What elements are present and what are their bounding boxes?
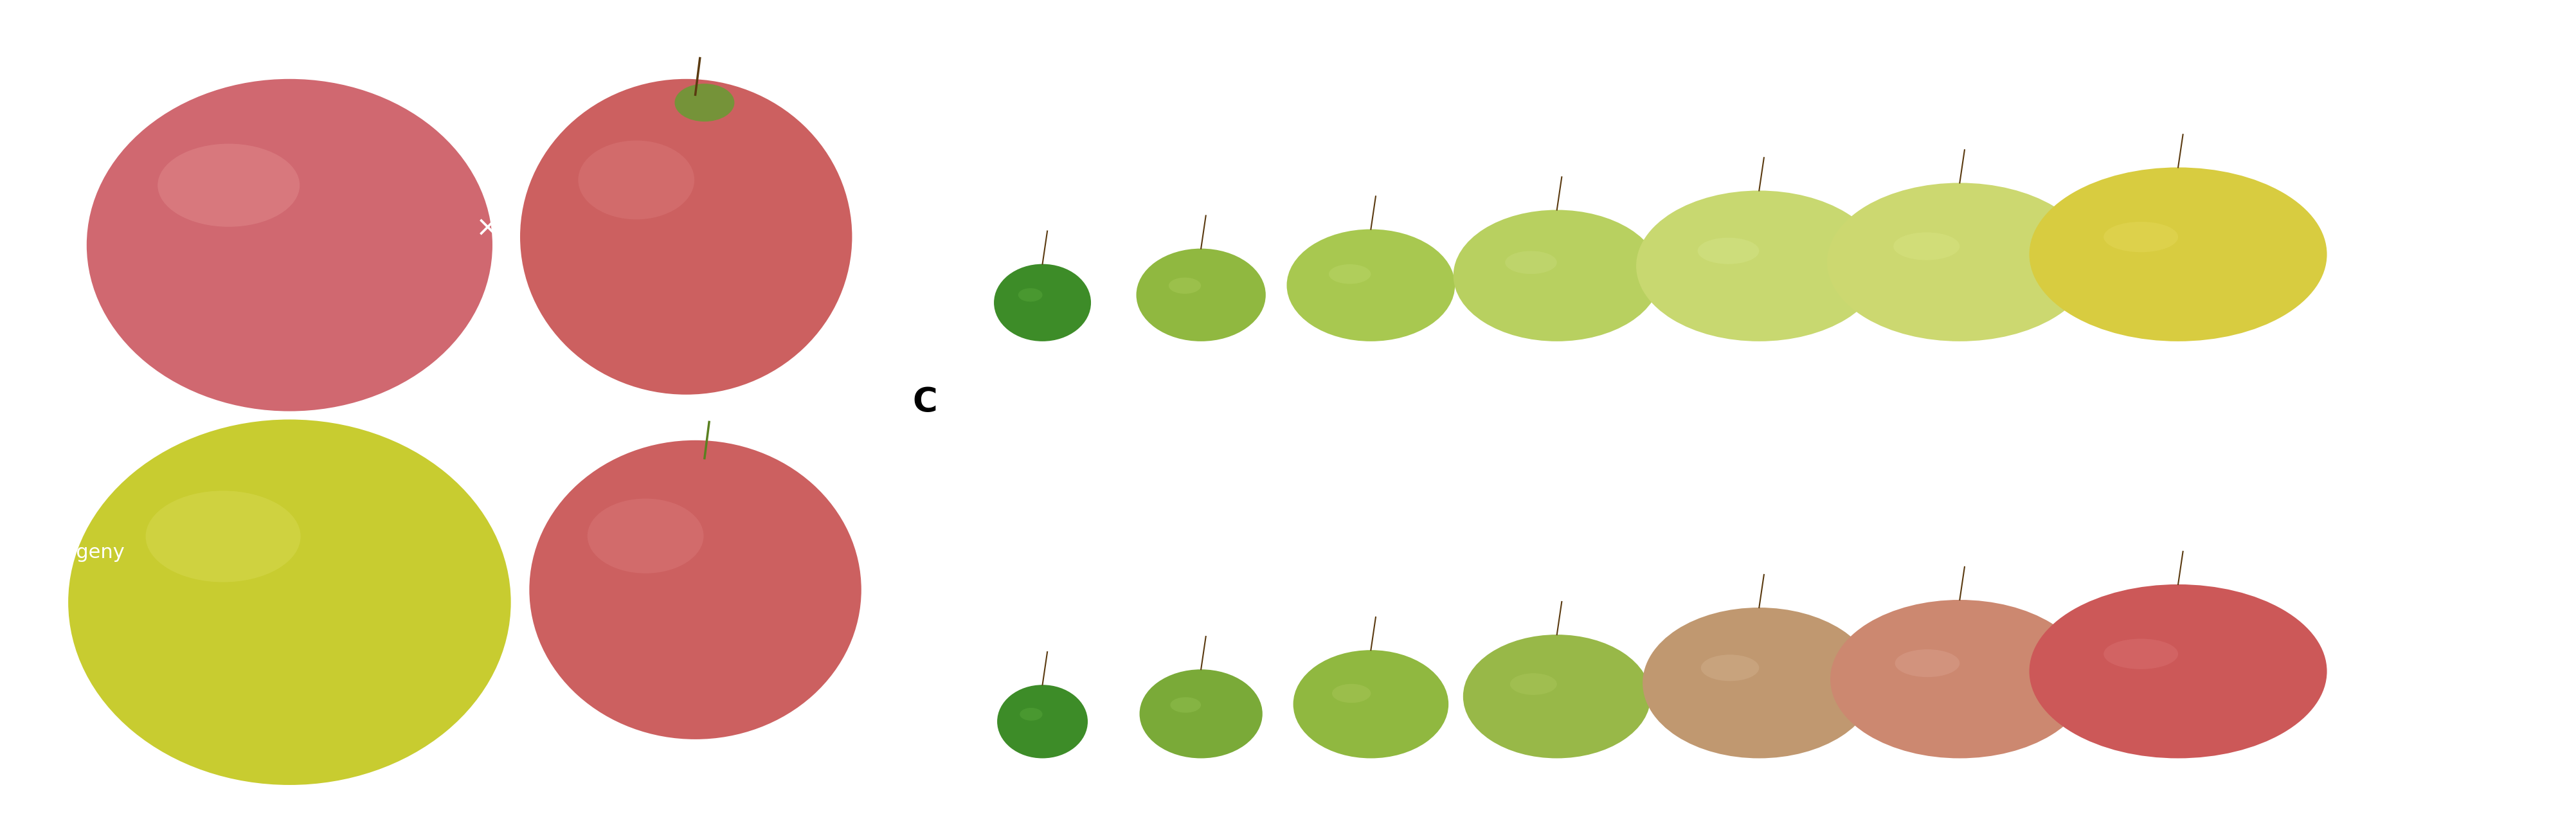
Text: 100DAFB: 100DAFB	[1337, 799, 1404, 812]
Ellipse shape	[1698, 237, 1759, 264]
Text: 180DAFB: 180DAFB	[2146, 799, 2210, 812]
Text: C: C	[912, 386, 938, 420]
Ellipse shape	[1293, 650, 1448, 758]
Ellipse shape	[1643, 607, 1875, 758]
Text: 80DAFB: 80DAFB	[1172, 382, 1229, 395]
Ellipse shape	[1832, 600, 2089, 758]
Ellipse shape	[587, 498, 703, 573]
Ellipse shape	[1893, 232, 1960, 260]
Text: 120DAFB: 120DAFB	[1525, 799, 1589, 812]
Ellipse shape	[1896, 649, 1960, 677]
Ellipse shape	[147, 491, 301, 582]
Text: 100DAFB: 100DAFB	[1337, 382, 1404, 395]
Ellipse shape	[1700, 654, 1759, 681]
Text: 140DAFB: 140DAFB	[1726, 382, 1793, 395]
Ellipse shape	[1139, 670, 1262, 758]
Text: 160DAFB: 160DAFB	[1927, 382, 1994, 395]
Text: 60DAFB: 60DAFB	[1015, 799, 1072, 812]
Text: 160DAFB: 160DAFB	[1927, 799, 1994, 812]
Ellipse shape	[2105, 221, 2179, 253]
Ellipse shape	[1636, 190, 1883, 341]
Ellipse shape	[1329, 264, 1370, 284]
Ellipse shape	[1288, 229, 1455, 341]
Ellipse shape	[997, 685, 1087, 758]
Ellipse shape	[1018, 288, 1043, 302]
Text: ×: ×	[477, 215, 500, 242]
Text: 120DAFB: 120DAFB	[1525, 382, 1589, 395]
Ellipse shape	[1463, 634, 1651, 758]
Ellipse shape	[157, 143, 299, 227]
Text: Progeny: Progeny	[46, 543, 124, 562]
Ellipse shape	[1020, 708, 1043, 721]
Ellipse shape	[994, 264, 1092, 341]
Text: 60DAFB: 60DAFB	[1015, 382, 1072, 395]
Ellipse shape	[2105, 638, 2179, 670]
Text: 7cm: 7cm	[2414, 378, 2445, 391]
Ellipse shape	[1136, 248, 1265, 341]
Ellipse shape	[528, 440, 860, 739]
Ellipse shape	[67, 420, 510, 785]
Ellipse shape	[1332, 684, 1370, 703]
Text: 140DAFB: 140DAFB	[1726, 799, 1793, 812]
Text: B: B	[912, 0, 938, 3]
Ellipse shape	[2030, 168, 2326, 341]
Text: 'RX': 'RX'	[270, 784, 309, 803]
Ellipse shape	[1170, 697, 1200, 713]
Ellipse shape	[1826, 183, 2092, 341]
Text: 80DAFB: 80DAFB	[1172, 799, 1229, 812]
Text: 7cm: 7cm	[2414, 795, 2445, 808]
Ellipse shape	[520, 79, 853, 394]
Text: 'RXH': 'RXH'	[670, 784, 721, 803]
Text: 'Fuji'(♀): 'Fuji'(♀)	[263, 36, 335, 55]
Text: 'Pink Lady'(♂): 'Pink Lady'(♂)	[626, 36, 765, 55]
Ellipse shape	[1510, 673, 1556, 695]
Ellipse shape	[2030, 585, 2326, 758]
Text: 180DAFB: 180DAFB	[2146, 382, 2210, 395]
Ellipse shape	[88, 79, 492, 411]
Ellipse shape	[1453, 210, 1662, 341]
Ellipse shape	[675, 84, 734, 122]
Ellipse shape	[1504, 251, 1556, 274]
Ellipse shape	[577, 140, 696, 220]
Ellipse shape	[1170, 278, 1200, 294]
